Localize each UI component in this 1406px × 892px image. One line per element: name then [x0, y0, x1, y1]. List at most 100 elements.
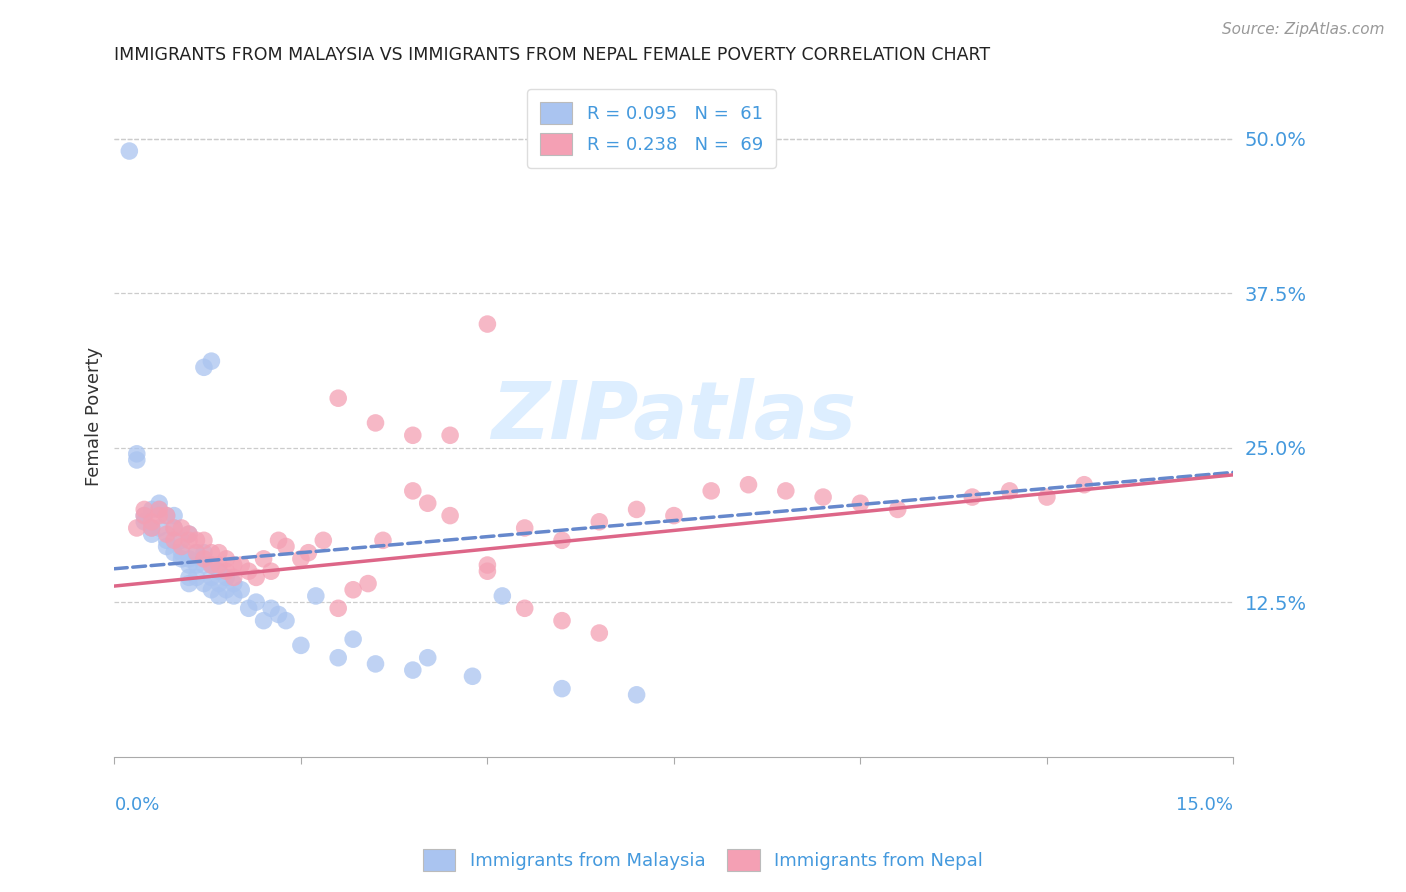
Text: ZIPatlas: ZIPatlas — [492, 377, 856, 456]
Point — [170, 540, 193, 554]
Text: Source: ZipAtlas.com: Source: ZipAtlas.com — [1222, 22, 1385, 37]
Point — [148, 502, 170, 516]
Point — [245, 595, 267, 609]
Point — [260, 601, 283, 615]
Point — [193, 558, 215, 572]
Point — [177, 533, 200, 548]
Point — [998, 483, 1021, 498]
Point — [477, 564, 499, 578]
Point — [222, 558, 245, 572]
Point — [231, 558, 253, 572]
Point — [193, 546, 215, 560]
Point — [170, 552, 193, 566]
Point — [290, 552, 312, 566]
Point — [245, 570, 267, 584]
Point — [737, 477, 759, 491]
Point — [177, 527, 200, 541]
Point — [297, 546, 319, 560]
Point — [134, 508, 156, 523]
Point — [357, 576, 380, 591]
Point — [208, 564, 231, 578]
Point — [551, 681, 574, 696]
Point — [215, 564, 238, 578]
Point — [177, 576, 200, 591]
Point — [700, 483, 723, 498]
Point — [513, 601, 536, 615]
Point — [364, 416, 387, 430]
Point — [588, 515, 610, 529]
Point — [156, 508, 179, 523]
Point — [170, 533, 193, 548]
Point — [163, 533, 186, 548]
Point — [267, 533, 290, 548]
Point — [439, 428, 461, 442]
Point — [177, 558, 200, 572]
Point — [886, 502, 908, 516]
Point — [252, 552, 274, 566]
Point — [416, 496, 439, 510]
Point — [141, 515, 163, 529]
Point — [215, 582, 238, 597]
Point — [222, 589, 245, 603]
Point — [238, 601, 260, 615]
Point — [186, 533, 208, 548]
Point — [141, 521, 163, 535]
Point — [148, 496, 170, 510]
Point — [156, 508, 179, 523]
Point — [477, 317, 499, 331]
Point — [290, 639, 312, 653]
Point — [148, 521, 170, 535]
Point — [177, 570, 200, 584]
Point — [342, 632, 364, 647]
Point — [200, 582, 222, 597]
Point — [402, 483, 425, 498]
Point — [208, 558, 231, 572]
Point — [200, 558, 222, 572]
Point — [328, 650, 350, 665]
Point — [662, 508, 685, 523]
Point — [238, 564, 260, 578]
Point — [163, 508, 186, 523]
Point — [811, 490, 834, 504]
Legend: R = 0.095   N =  61, R = 0.238   N =  69: R = 0.095 N = 61, R = 0.238 N = 69 — [527, 89, 776, 168]
Point — [215, 552, 238, 566]
Point — [125, 453, 148, 467]
Point — [402, 663, 425, 677]
Point — [170, 546, 193, 560]
Point — [588, 626, 610, 640]
Point — [491, 589, 513, 603]
Point — [439, 508, 461, 523]
Point — [193, 576, 215, 591]
Point — [1073, 477, 1095, 491]
Point — [513, 521, 536, 535]
Point — [222, 576, 245, 591]
Point — [461, 669, 484, 683]
Point — [200, 558, 222, 572]
Point — [148, 508, 170, 523]
Point — [274, 614, 297, 628]
Point — [163, 521, 186, 535]
Point — [849, 496, 872, 510]
Point — [416, 650, 439, 665]
Point — [305, 589, 328, 603]
Point — [215, 570, 238, 584]
Point — [200, 354, 222, 368]
Point — [156, 527, 179, 541]
Point — [551, 533, 574, 548]
Point — [775, 483, 797, 498]
Point — [626, 688, 648, 702]
Point — [1036, 490, 1059, 504]
Point — [156, 540, 179, 554]
Point — [267, 607, 290, 622]
Point — [402, 428, 425, 442]
Point — [193, 533, 215, 548]
Point — [371, 533, 394, 548]
Point — [260, 564, 283, 578]
Point — [208, 576, 231, 591]
Point — [177, 552, 200, 566]
Point — [186, 546, 208, 560]
Point — [163, 521, 186, 535]
Text: 0.0%: 0.0% — [114, 797, 160, 814]
Point — [134, 508, 156, 523]
Point — [177, 527, 200, 541]
